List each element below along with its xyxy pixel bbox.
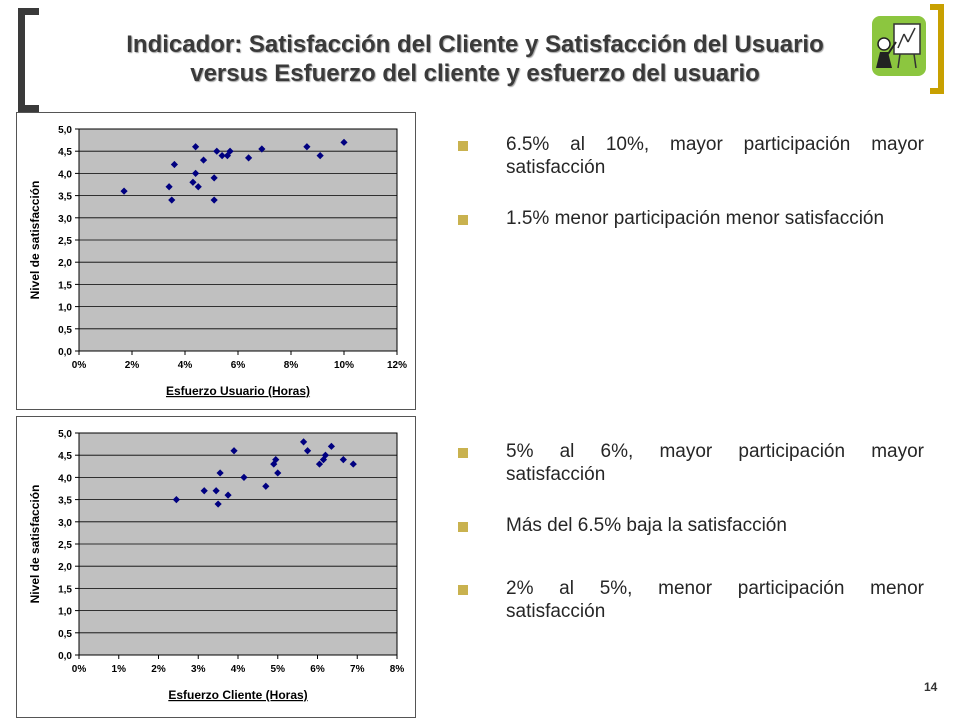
data-point — [339, 456, 347, 464]
title-line-2: versus Esfuerzo del cliente y esfuerzo d… — [190, 60, 760, 87]
y-tick-label: 4,5 — [58, 147, 72, 158]
y-tick-label: 1,0 — [58, 303, 72, 314]
bullet-text: 1.5% menor participación menor satisfacc… — [506, 208, 885, 229]
y-tick-label: 5,0 — [58, 429, 72, 440]
plot-frame — [78, 128, 398, 352]
y-tick-label: 4,5 — [58, 451, 72, 462]
data-point — [262, 482, 270, 490]
x-tick-label: 2% — [125, 360, 140, 371]
y-tick-label: 3,5 — [58, 192, 72, 203]
bullet-square-icon — [458, 522, 468, 532]
user-effort-scatter-chart: 0,0 0,5 1,0 1,5 2,0 2,5 3,0 3,5 4,0 4,5 5,0 0% 2% 4% 6… — [16, 112, 416, 410]
y-tick-label: 2,5 — [58, 540, 72, 551]
x-tick-label: 4% — [178, 360, 193, 371]
left-bracket-decoration — [18, 8, 39, 112]
client-effort-scatter-svg: 0,0 0,5 1,0 1,5 2,0 2,5 3,0 3,5 4,0 4,5 5,0 0% 1% 2% 3… — [28, 429, 405, 702]
data-point — [189, 178, 197, 186]
bullet-text: 2% al 5%, menor participación menor sati… — [506, 578, 924, 622]
x-tick-label: 1% — [112, 664, 127, 675]
y-axis-label: Nivel de satisfacción — [28, 485, 42, 604]
x-tick-label: 4% — [231, 664, 246, 675]
bullet-square-icon — [458, 448, 468, 458]
y-tick-label: 0,5 — [58, 325, 72, 336]
data-point — [316, 152, 324, 160]
bullet-item: 6.5% al 10%, mayor participación mayor s… — [458, 133, 924, 179]
data-point — [120, 187, 128, 195]
bullet-text: 5% al 6%, mayor participación mayor sati… — [506, 441, 924, 485]
data-point — [303, 143, 311, 151]
y-tick-label: 1,0 — [58, 607, 72, 618]
data-point — [165, 183, 173, 191]
data-point — [192, 143, 200, 151]
data-point — [340, 138, 348, 146]
bullet-item: Más del 6.5% baja la satisfacción — [458, 514, 924, 537]
bullet-list-bottom: 5% al 6%, mayor participación mayor sati… — [458, 440, 924, 651]
x-tick-label: 2% — [151, 664, 166, 675]
client-effort-scatter-chart: 0,0 0,5 1,0 1,5 2,0 2,5 3,0 3,5 4,0 4,5 5,0 0% 1% 2% 3… — [16, 416, 416, 718]
data-point — [270, 460, 278, 468]
data-point — [319, 456, 328, 464]
data-point — [210, 174, 218, 182]
data-point — [327, 442, 336, 450]
y-tick-label: 2,5 — [58, 236, 72, 247]
y-tick-label: 0,0 — [58, 347, 72, 358]
y-tick-label: 0,5 — [58, 629, 72, 640]
y-tick-label: 1,5 — [58, 584, 72, 595]
page-number: 14 — [924, 680, 938, 694]
y-axis-label: Nivel de satisfacción — [28, 181, 42, 300]
y-tick-label: 0,0 — [58, 651, 72, 662]
y-tick-label: 4,0 — [58, 169, 72, 180]
x-tick-label: 3% — [191, 664, 206, 675]
x-tick-label: 0% — [72, 664, 87, 675]
y-tick-label: 2,0 — [58, 562, 72, 573]
x-tick-label: 5% — [271, 664, 286, 675]
x-tick-label: 6% — [310, 664, 325, 675]
y-tick-label: 4,0 — [58, 473, 72, 484]
plot-frame — [78, 432, 398, 656]
bullet-item: 1.5% menor participación menor satisfacc… — [458, 207, 924, 230]
data-point — [168, 196, 176, 204]
right-bracket-decoration — [930, 4, 944, 94]
y-tick-label: 3,0 — [58, 214, 72, 225]
user-effort-scatter-svg: 0,0 0,5 1,0 1,5 2,0 2,5 3,0 3,5 4,0 4,5 5,0 0% 2% 4% 6… — [28, 125, 407, 398]
data-point — [218, 152, 226, 160]
bullet-text: 6.5% al 10%, mayor participación mayor s… — [506, 134, 924, 178]
y-tick-label: 5,0 — [58, 125, 72, 136]
y-tick-label: 2,0 — [58, 258, 72, 269]
x-tick-label: 6% — [231, 360, 246, 371]
y-tick-label: 3,0 — [58, 518, 72, 529]
bullet-square-icon — [458, 215, 468, 225]
data-point — [226, 147, 234, 155]
y-tick-label: 3,5 — [58, 496, 72, 507]
title-line-1: Indicador: Satisfacción del Cliente y Sa… — [126, 31, 824, 58]
x-tick-label: 12% — [387, 360, 407, 371]
page-title: Indicador: Satisfacción del Cliente y Sa… — [60, 30, 890, 88]
bullet-item: 2% al 5%, menor participación menor sati… — [458, 577, 924, 623]
x-axis-label: Esfuerzo Cliente (Horas) — [168, 688, 307, 702]
data-point — [303, 447, 312, 455]
x-tick-label: 0% — [72, 360, 87, 371]
bullet-square-icon — [458, 141, 468, 151]
bullet-text: Más del 6.5% baja la satisfacción — [506, 515, 787, 536]
data-point — [299, 438, 308, 446]
data-point — [349, 460, 357, 468]
y-tick-label: 1,5 — [58, 280, 72, 291]
data-point — [213, 147, 221, 155]
presenter-with-board-icon — [872, 16, 926, 76]
data-point — [245, 154, 253, 162]
data-point — [199, 156, 208, 164]
bullet-square-icon — [458, 585, 468, 595]
x-axis-label: Esfuerzo Usuario (Horas) — [166, 384, 310, 398]
x-tick-label: 10% — [334, 360, 354, 371]
x-tick-label: 8% — [284, 360, 299, 371]
data-point — [170, 160, 178, 169]
data-point — [210, 196, 218, 204]
x-tick-label: 7% — [350, 664, 365, 675]
x-tick-label: 8% — [390, 664, 405, 675]
data-point — [194, 183, 202, 191]
data-point — [192, 169, 200, 177]
bullet-list-top: 6.5% al 10%, mayor participación mayor s… — [458, 133, 924, 258]
bullet-item: 5% al 6%, mayor participación mayor sati… — [458, 440, 924, 486]
